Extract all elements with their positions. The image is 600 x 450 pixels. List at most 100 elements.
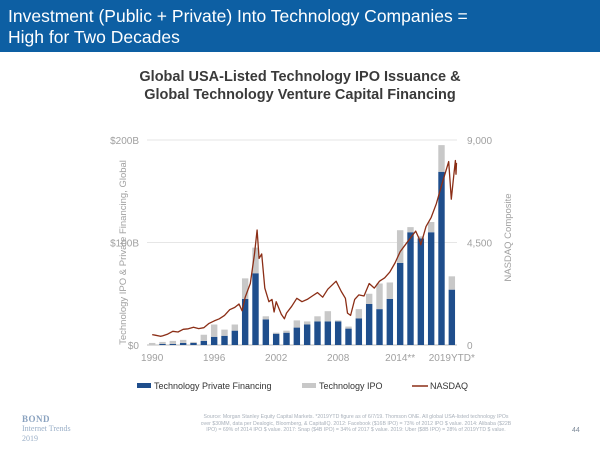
bar-private-financing — [417, 238, 425, 345]
chart-title-line-1: Global USA-Listed Technology IPO Issuanc… — [139, 69, 461, 85]
bar-technology-ipo — [324, 311, 332, 322]
bar-private-financing — [448, 289, 456, 345]
legend: Technology Private Financing Technology I… — [137, 381, 468, 391]
y-tick-label: $0 — [128, 341, 140, 352]
bar-private-financing — [303, 324, 311, 345]
bar-technology-ipo — [272, 332, 280, 334]
bar-technology-ipo — [365, 293, 373, 304]
source-note-line-1: Source: Morgan Stanley Equity Capital Ma… — [203, 414, 509, 420]
bar-technology-ipo — [252, 247, 259, 274]
bar-technology-ipo — [355, 309, 363, 319]
slide-title-line-1: Investment (Public + Private) Into Techn… — [8, 6, 468, 26]
legend-label-ipo: Technology IPO — [319, 381, 383, 391]
bar-private-financing — [231, 330, 239, 345]
bar-technology-ipo — [159, 341, 166, 344]
y-axis-label: Technology IPO & Private Financing, Glob… — [118, 160, 129, 345]
bar-technology-ipo — [221, 329, 228, 336]
bar-private-financing — [159, 343, 166, 345]
bar-private-financing — [190, 342, 197, 345]
axes: $0 $100B $200B 0 4,500 9,000 1990 1996 2002 2008 2… — [110, 136, 514, 364]
y2-tick-label: 4,500 — [467, 239, 492, 250]
bar-technology-ipo — [407, 227, 414, 233]
bar-private-financing — [334, 321, 342, 345]
nasdaq-line-group — [152, 159, 458, 337]
bar-technology-ipo — [231, 324, 239, 331]
bar-technology-ipo — [293, 320, 301, 328]
legend-swatch-private — [137, 383, 151, 388]
bond-logo-subtitle-2: 2019 — [22, 434, 38, 443]
legend-label-nasdaq: NASDAQ — [430, 381, 468, 391]
x-tick-label: 1990 — [141, 353, 164, 364]
source-note-line-2: over $30MM, data per Dealogic, Bloomberg… — [200, 420, 512, 427]
page-number: 44 — [572, 427, 580, 434]
x-tick-label: 2019YTD* — [429, 353, 475, 364]
bar-technology-ipo — [334, 320, 342, 322]
bar-private-financing — [396, 263, 404, 345]
bar-private-financing — [210, 336, 218, 345]
bar-technology-ipo — [386, 282, 394, 299]
bar-private-financing — [283, 332, 290, 345]
bar-technology-ipo — [241, 278, 249, 299]
bond-logo: BOND Internet Trends 2019 — [22, 414, 82, 444]
bar-technology-ipo — [345, 326, 352, 329]
bars — [148, 145, 456, 345]
bar-technology-ipo — [427, 222, 435, 233]
bar-private-financing — [252, 273, 259, 345]
y2-tick-label: 0 — [467, 341, 473, 352]
bar-technology-ipo — [169, 340, 177, 344]
x-tick-label: 2014** — [385, 353, 415, 364]
bar-technology-ipo — [376, 283, 383, 310]
slide-title: Investment (Public + Private) Into Techn… — [8, 6, 593, 48]
bar-private-financing — [355, 318, 363, 345]
chart-title-line-2: Global Technology Venture Capital Financ… — [144, 87, 456, 103]
y2-tick-label: 9,000 — [467, 136, 492, 147]
bar-technology-ipo — [448, 276, 456, 290]
legend-label-private: Technology Private Financing — [154, 381, 272, 391]
bar-private-financing — [241, 298, 249, 345]
bar-technology-ipo — [303, 321, 311, 325]
bond-logo-brand: BOND — [22, 414, 51, 424]
bar-technology-ipo — [438, 145, 445, 172]
bar-technology-ipo — [200, 334, 208, 341]
bar-private-financing — [407, 232, 414, 345]
nasdaq-line — [152, 159, 458, 337]
bar-private-financing — [200, 340, 208, 345]
source-note-line-3: IPO) = 69% of 2014 IPO $ value. 2017: Sn… — [206, 427, 506, 434]
y2-axis-label: NASDAQ Composite — [503, 193, 514, 281]
bar-private-financing — [179, 342, 187, 345]
gridlines — [147, 139, 457, 346]
bar-technology-ipo — [148, 342, 156, 345]
chart-title: Global USA-Listed Technology IPO Issuanc… — [100, 68, 500, 104]
bar-technology-ipo — [283, 330, 290, 333]
bar-private-financing — [221, 335, 228, 345]
y-tick-label: $100B — [110, 239, 139, 250]
bar-technology-ipo — [262, 316, 270, 320]
bar-technology-ipo — [190, 341, 197, 343]
bar-private-financing — [272, 333, 280, 345]
bar-technology-ipo — [210, 324, 218, 337]
y-tick-label: $200B — [110, 136, 139, 147]
bar-private-financing — [438, 171, 445, 345]
bar-private-financing — [293, 327, 301, 345]
bar-technology-ipo — [396, 230, 404, 263]
bar-private-financing — [324, 321, 332, 345]
bar-private-financing — [376, 309, 383, 345]
x-tick-label: 2002 — [265, 353, 288, 364]
bar-technology-ipo — [417, 236, 425, 239]
bar-private-financing — [427, 232, 435, 345]
bar-private-financing — [314, 321, 321, 345]
bar-private-financing — [169, 343, 177, 345]
source-note: Source: Morgan Stanley Equity Capital Ma… — [152, 414, 560, 434]
legend-swatch-ipo — [302, 383, 316, 388]
x-tick-label: 2008 — [327, 353, 350, 364]
bar-private-financing — [386, 298, 394, 345]
slide-header: Investment (Public + Private) Into Techn… — [0, 0, 600, 52]
bond-logo-subtitle-1: Internet Trends — [22, 424, 71, 433]
bar-private-financing — [262, 319, 270, 345]
bar-private-financing — [345, 328, 352, 345]
x-tick-label: 1996 — [203, 353, 226, 364]
bar-technology-ipo — [179, 339, 187, 343]
bar-private-financing — [365, 304, 373, 345]
bar-technology-ipo — [314, 316, 321, 322]
